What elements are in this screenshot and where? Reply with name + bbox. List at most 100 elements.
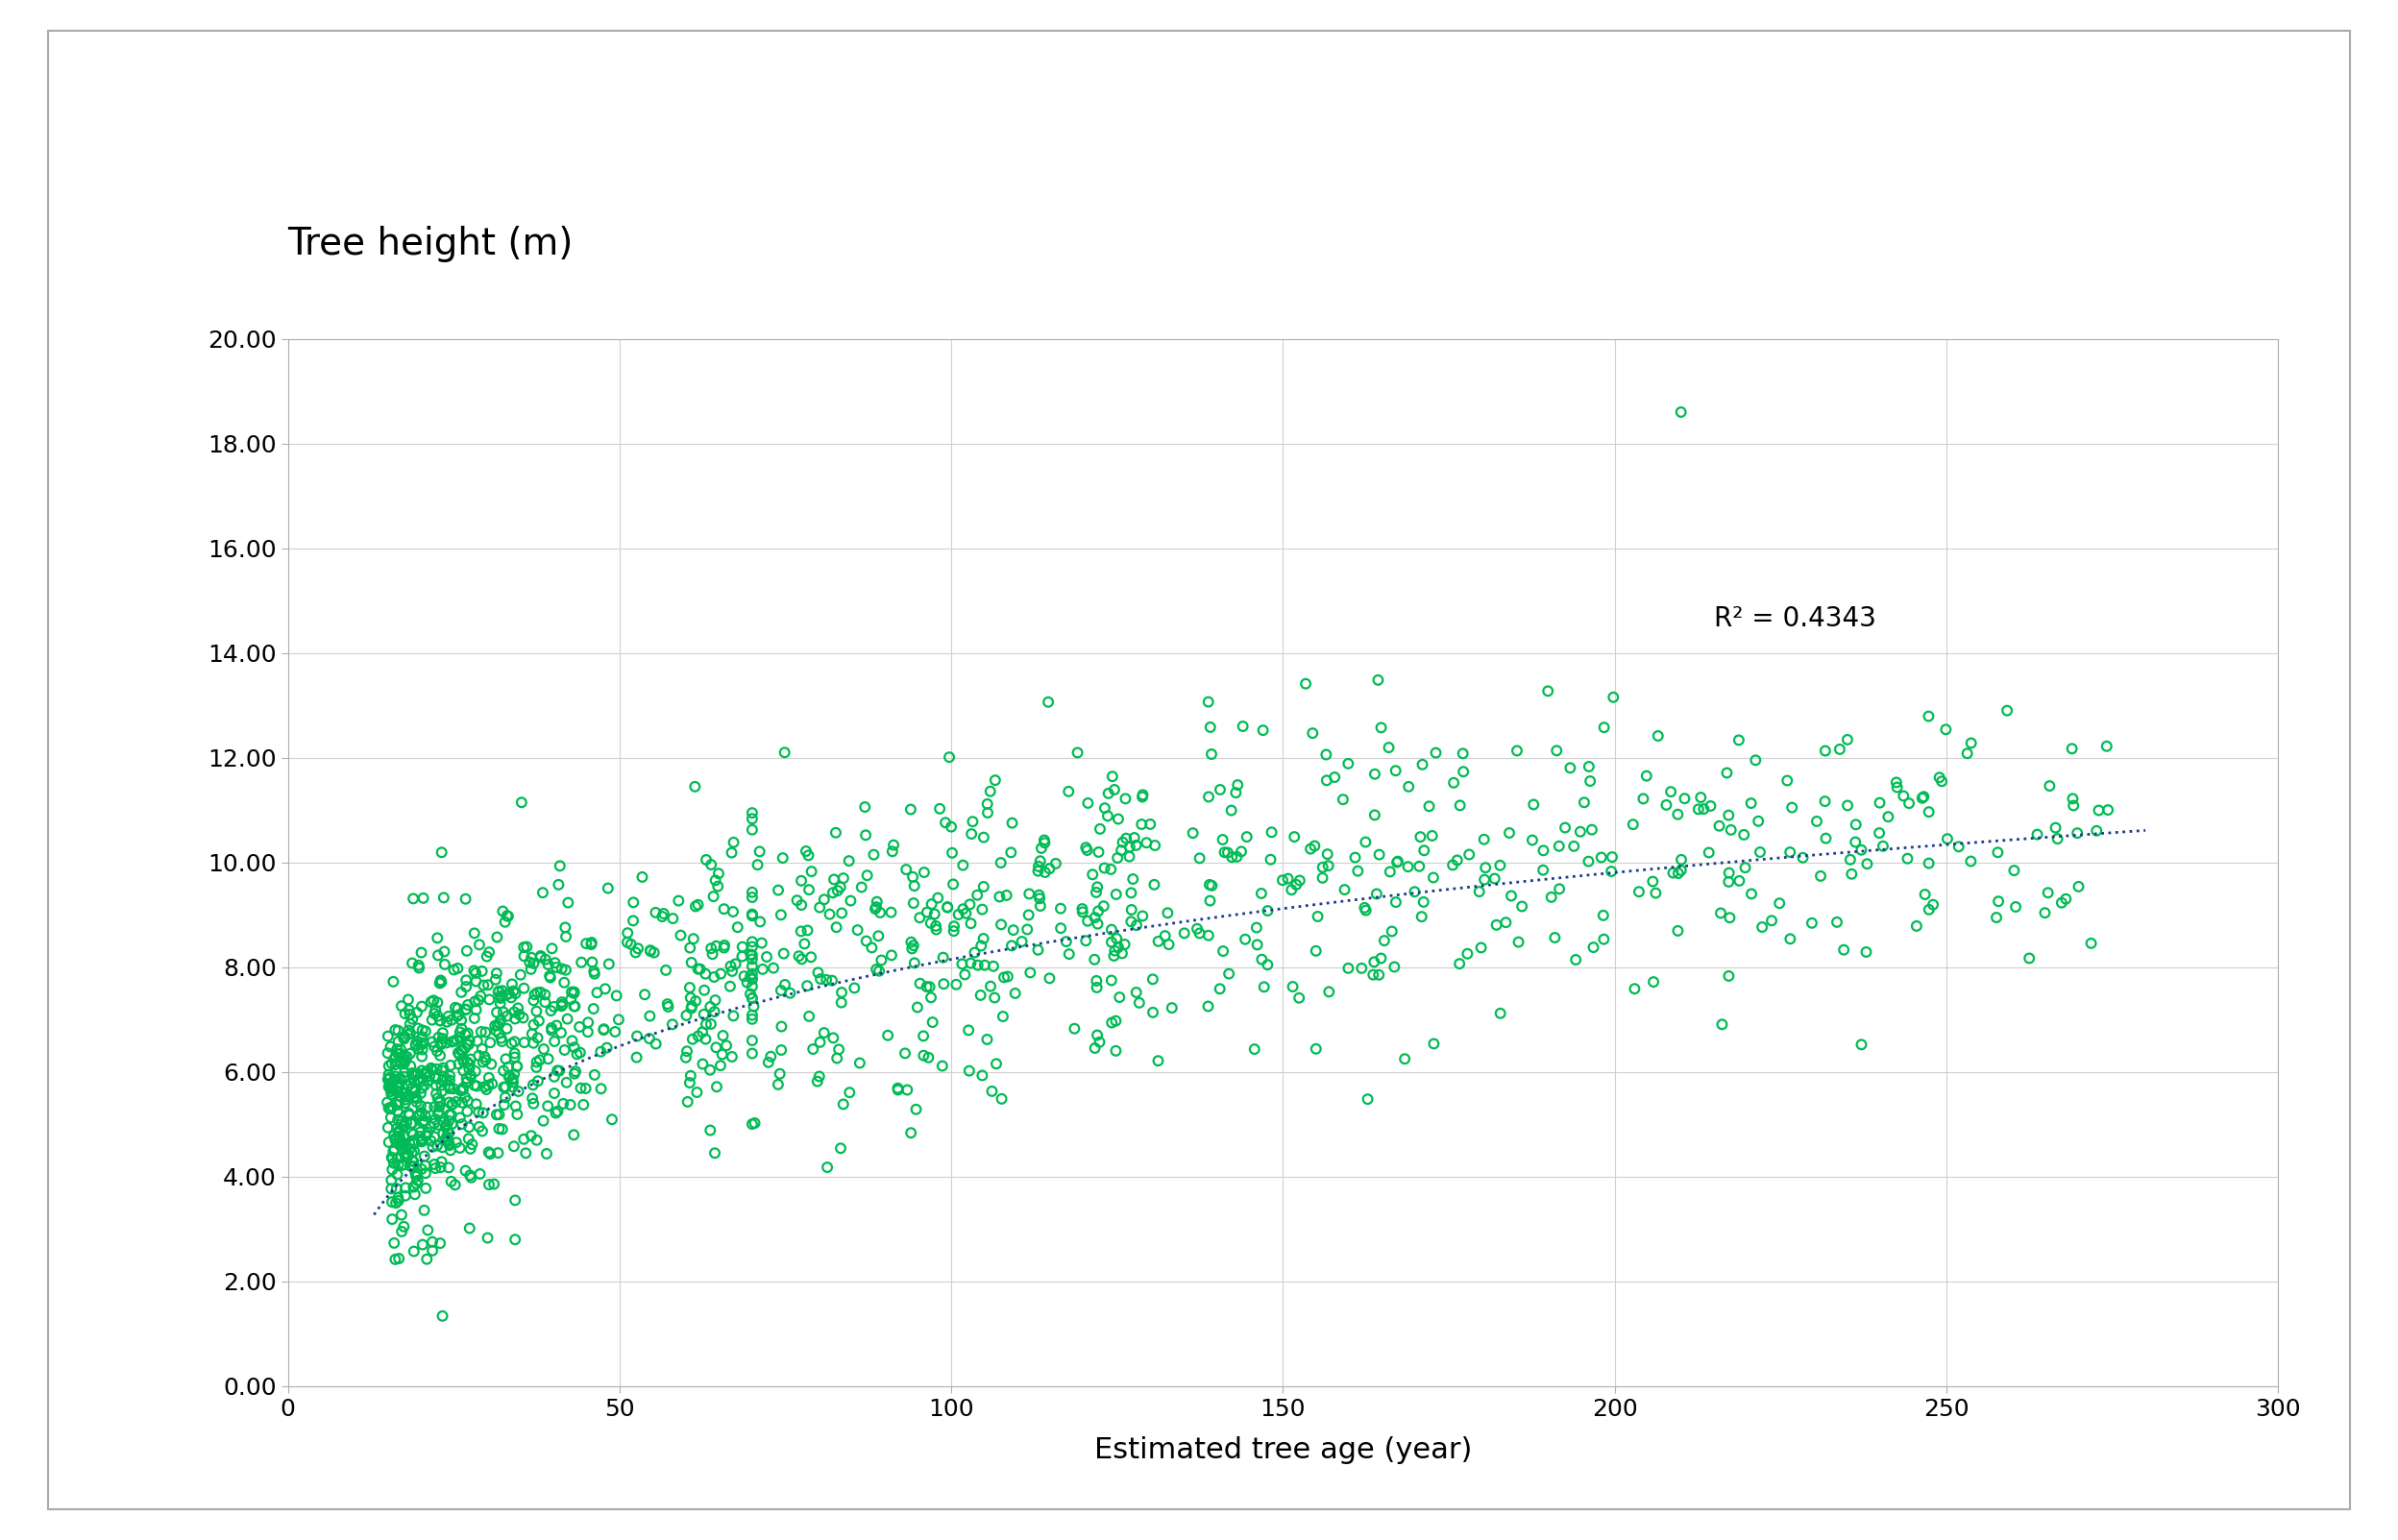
Point — [1926, 718, 1964, 742]
Point — [1019, 938, 1058, 962]
Point — [1540, 876, 1578, 901]
Point — [1801, 864, 1839, 889]
Point — [854, 935, 892, 959]
Point — [484, 1058, 523, 1083]
Point — [400, 1036, 439, 1061]
Point — [408, 1095, 446, 1120]
Point — [1806, 739, 1844, 764]
Point — [782, 919, 820, 944]
Point — [892, 930, 930, 955]
Point — [1530, 679, 1568, 704]
Point — [671, 1064, 710, 1089]
Point — [391, 1112, 429, 1137]
Point — [408, 1061, 446, 1086]
Point — [396, 1183, 434, 1207]
Point — [422, 1058, 460, 1083]
Point — [1921, 765, 1959, 790]
Point — [614, 909, 652, 933]
Point — [513, 1030, 552, 1055]
Point — [2029, 881, 2067, 906]
Point — [671, 986, 710, 1010]
Point — [667, 1003, 705, 1027]
Point — [1074, 947, 1113, 972]
Point — [712, 953, 751, 978]
Point — [374, 969, 412, 993]
Point — [2043, 890, 2081, 915]
Point — [1374, 955, 1412, 979]
Point — [1477, 913, 1516, 938]
Point — [415, 1035, 453, 1060]
Point — [1285, 671, 1324, 696]
Point — [381, 1070, 420, 1095]
Point — [549, 890, 588, 915]
Point — [420, 942, 458, 967]
Point — [1861, 790, 1899, 815]
Point — [904, 1024, 942, 1049]
Point — [398, 1161, 436, 1186]
Point — [964, 1063, 1002, 1087]
Point — [372, 1076, 410, 1101]
Point — [820, 875, 858, 899]
Point — [1345, 895, 1384, 919]
Point — [923, 1053, 962, 1078]
Point — [609, 930, 647, 955]
Point — [950, 892, 988, 916]
Point — [734, 807, 772, 832]
Point — [484, 999, 523, 1024]
Point — [873, 899, 911, 924]
Point — [487, 1016, 525, 1041]
Point — [962, 933, 1000, 958]
Point — [1364, 929, 1403, 953]
Point — [441, 979, 480, 1004]
Point — [412, 1129, 451, 1153]
Point — [1204, 939, 1242, 964]
Point — [674, 1027, 712, 1052]
Point — [1242, 947, 1281, 972]
Point — [408, 1218, 446, 1243]
Point — [477, 961, 516, 986]
Point — [415, 1152, 453, 1177]
Point — [496, 981, 535, 1006]
Point — [1153, 995, 1192, 1019]
Point — [1295, 833, 1333, 858]
Point — [1827, 793, 1866, 818]
Point — [741, 910, 779, 935]
Point — [952, 912, 990, 936]
Point — [585, 1018, 623, 1043]
Point — [734, 930, 772, 955]
Point — [429, 1133, 468, 1158]
Point — [520, 1009, 559, 1033]
Point — [1516, 792, 1554, 816]
Point — [1554, 835, 1592, 859]
Point — [525, 947, 564, 972]
Point — [1767, 768, 1806, 793]
Point — [1010, 902, 1048, 927]
Point — [1909, 898, 1947, 922]
Point — [902, 972, 940, 996]
Point — [384, 1220, 422, 1244]
Point — [1659, 918, 1698, 942]
Point — [381, 1041, 420, 1066]
Point — [911, 986, 950, 1010]
Point — [760, 1061, 799, 1086]
Point — [1293, 721, 1331, 745]
Point — [1252, 847, 1290, 872]
Point — [1355, 802, 1393, 827]
Point — [887, 858, 926, 882]
Point — [554, 1029, 592, 1053]
Point — [1022, 885, 1060, 910]
Point — [424, 1069, 463, 1093]
Point — [945, 853, 983, 878]
Point — [576, 959, 614, 984]
Point — [403, 941, 441, 966]
Point — [448, 1032, 487, 1056]
Point — [417, 1073, 456, 1098]
Point — [1592, 845, 1631, 870]
Point — [1149, 932, 1187, 956]
Point — [782, 947, 820, 972]
Point — [487, 1047, 525, 1072]
Point — [1360, 668, 1398, 693]
Point — [693, 852, 731, 876]
Point — [789, 918, 827, 942]
Point — [1122, 812, 1161, 836]
